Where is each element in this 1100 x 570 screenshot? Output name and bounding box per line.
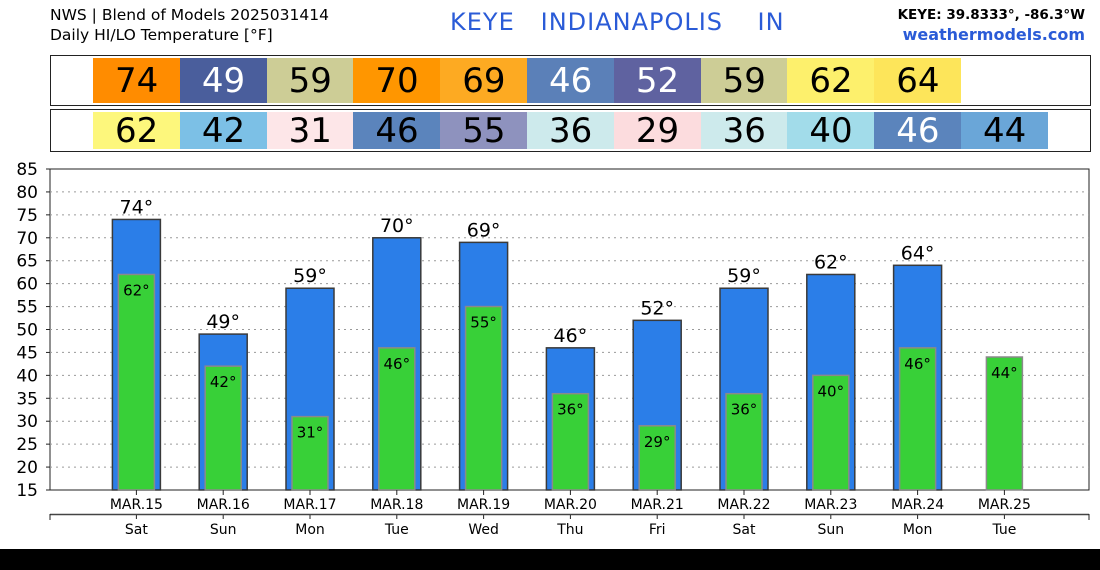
low-temp-label: 62° (123, 281, 150, 299)
low-temp-label: 29° (644, 433, 671, 451)
y-tick-label: 25 (16, 435, 38, 455)
y-tick-label: 20 (16, 458, 38, 478)
high-temp-cell-9: 62 (787, 58, 875, 103)
x-day-label: Sat (733, 522, 756, 538)
high-temp-label: 74° (120, 196, 154, 218)
low-temp-cell-10: 46 (874, 112, 962, 149)
low-temp-cell-9: 40 (787, 112, 875, 149)
chart-subtitle: Daily HI/LO Temperature [°F] (50, 26, 273, 44)
low-temp-cell-4: 46 (353, 112, 441, 149)
x-day-label: Wed (468, 522, 499, 538)
site-link[interactable]: weathermodels.com (902, 25, 1085, 44)
x-date-label: MAR.15 (110, 497, 163, 513)
low-temp-strip: 62 42 31 46 55 36 29 36 40 46 44 (50, 109, 1091, 152)
x-date-label: MAR.19 (457, 497, 510, 513)
x-date-label: MAR.25 (978, 497, 1031, 513)
x-day-label: Thu (556, 522, 583, 538)
y-tick-label: 60 (16, 275, 38, 295)
y-tick-label: 55 (16, 298, 38, 318)
low-temp-cell-5: 55 (440, 112, 528, 149)
low-temp-cell-8: 36 (700, 112, 788, 149)
y-tick-label: 30 (16, 412, 38, 432)
high-temp-cell-1: 74 (93, 58, 181, 103)
y-tick-label: 65 (16, 252, 38, 272)
high-temp-strip: 74 49 59 70 69 46 52 59 62 64 (50, 55, 1091, 106)
high-temp-cell-3: 59 (266, 58, 354, 103)
station-title: KEYE INDIANAPOLIS IN (450, 8, 785, 36)
high-temp-label: 62° (814, 251, 848, 273)
y-tick-label: 45 (16, 343, 38, 363)
y-tick-label: 75 (16, 206, 38, 226)
x-day-label: Fri (649, 522, 666, 538)
high-temp-cell-7: 52 (613, 58, 702, 103)
x-day-label: Sun (210, 522, 237, 538)
low-temp-label: 46° (384, 355, 411, 373)
bottom-bar (0, 549, 1100, 570)
high-temp-label: 46° (554, 325, 588, 347)
y-tick-label: 85 (16, 160, 38, 180)
low-temp-cell-11: 44 (961, 112, 1049, 149)
low-temp-cell-1: 62 (93, 112, 181, 149)
high-temp-label: 59° (727, 265, 761, 287)
x-date-label: MAR.24 (891, 497, 944, 513)
high-temp-label: 64° (901, 242, 935, 264)
low-temp-label: 46° (904, 355, 931, 373)
low-temp-bar (812, 374, 850, 491)
low-temp-label: 40° (818, 382, 845, 400)
x-day-label: Mon (295, 522, 325, 538)
low-temp-label: 36° (731, 401, 758, 419)
high-temp-cell-10: 64 (874, 58, 962, 103)
y-tick-label: 15 (16, 481, 38, 501)
high-temp-cell-5: 69 (440, 58, 528, 103)
high-temp-label: 70° (380, 215, 414, 237)
high-temp-label: 52° (640, 297, 674, 319)
low-temp-label: 44° (991, 364, 1018, 382)
x-date-label: MAR.22 (717, 497, 770, 513)
low-temp-bar (117, 273, 156, 491)
high-temp-cell-4: 70 (353, 58, 441, 103)
x-day-label: Tue (384, 522, 409, 538)
x-day-label: Sat (125, 522, 148, 538)
low-temp-bar (985, 356, 1024, 491)
low-temp-bar (204, 365, 242, 491)
model-run-label: NWS | Blend of Models 2025031414 (50, 6, 329, 24)
x-day-label: Sun (817, 522, 844, 538)
low-temp-label: 31° (297, 424, 324, 442)
x-day-label: Tue (991, 522, 1016, 538)
high-temp-cell-2: 49 (179, 58, 268, 103)
x-day-label: Mon (903, 522, 933, 538)
low-temp-label: 42° (210, 373, 237, 391)
high-temp-label: 59° (293, 265, 327, 287)
low-temp-cell-7: 29 (613, 112, 702, 149)
high-temp-cell-8: 59 (700, 58, 788, 103)
low-temp-bar (725, 392, 763, 491)
y-tick-label: 80 (16, 183, 38, 203)
x-date-label: MAR.18 (370, 497, 423, 513)
x-date-label: MAR.17 (283, 497, 336, 513)
y-tick-label: 40 (16, 366, 38, 386)
low-temp-bar (378, 347, 416, 491)
low-temp-cell-2: 42 (179, 112, 268, 149)
low-temp-bar (638, 425, 676, 491)
high-temp-label: 49° (206, 311, 240, 333)
station-coordinates: KEYE: 39.8333°, -86.3°W (897, 7, 1085, 23)
x-date-label: MAR.16 (197, 497, 250, 513)
low-temp-cell-6: 36 (527, 112, 615, 149)
x-date-label: MAR.20 (544, 497, 597, 513)
low-temp-label: 36° (557, 401, 584, 419)
low-temp-label: 55° (470, 314, 497, 332)
y-tick-label: 35 (16, 389, 38, 409)
y-tick-label: 70 (16, 229, 38, 249)
low-temp-cell-3: 31 (266, 112, 354, 149)
low-temp-bar (464, 305, 503, 491)
y-tick-label: 50 (16, 321, 38, 341)
high-temp-label: 69° (467, 219, 501, 241)
high-temp-cell-6: 46 (527, 58, 615, 103)
x-date-label: MAR.23 (804, 497, 857, 513)
x-date-label: MAR.21 (631, 497, 684, 513)
